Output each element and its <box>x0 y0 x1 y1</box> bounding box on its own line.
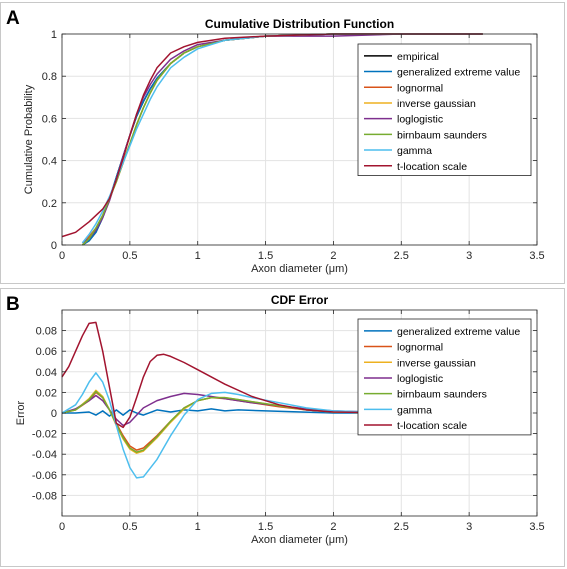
err-y-axis-label: Error <box>15 400 27 425</box>
cdf-legend-label-lognormal: lognormal <box>397 82 443 94</box>
err-ytick-label-6: 0.04 <box>36 367 57 379</box>
err-ytick-label-7: 0.06 <box>36 346 57 358</box>
cdf-legend-label-t-location-scale: t-location scale <box>397 161 467 173</box>
err-ytick-label-2: -0.04 <box>32 449 57 461</box>
cdf-legend-label-birnbaum-saunders: birnbaum saunders <box>397 129 487 141</box>
cdf-ytick-label-0: 0 <box>51 240 57 252</box>
cdf-legend-label-loglogistic: loglogistic <box>397 114 443 126</box>
err-series-line-t-location-scale <box>61 321 483 429</box>
err-legend-label-loglogistic: loglogistic <box>397 373 443 385</box>
cdf-axes-box <box>61 33 538 246</box>
err-chart-title: CDF Error <box>271 293 329 307</box>
cdf-ytick-label-3: 0.6 <box>42 113 57 125</box>
cdf-xtick-label-3: 1.5 <box>258 250 273 262</box>
panel-b-letter: B <box>6 294 20 315</box>
cdf-legend-label-generalized-extreme-value: generalized extreme value <box>397 67 520 79</box>
cdf-chart-title: Cumulative Distribution Function <box>205 17 394 31</box>
cdf-legend-label-inverse-gaussian: inverse gaussian <box>397 98 476 110</box>
cdf-ytick-label-1: 0.2 <box>42 198 57 210</box>
err-xtick-label-2: 1 <box>195 521 201 533</box>
cdf-xtick-label-5: 2.5 <box>394 250 409 262</box>
cdf-ytick-label-4: 0.8 <box>42 71 57 83</box>
err-xtick-label-6: 3 <box>466 521 472 533</box>
cdf-xtick-label-0: 0 <box>59 250 65 262</box>
err-legend-label-gamma: gamma <box>397 404 432 416</box>
err-ytick-label-3: -0.02 <box>32 429 57 441</box>
cdf-y-axis-label: Cumulative Probability <box>23 84 35 194</box>
cdf-xtick-label-4: 2 <box>330 250 336 262</box>
cdf-legend-label-empirical: empirical <box>397 51 439 63</box>
err-legend-label-birnbaum-saunders: birnbaum saunders <box>397 389 487 401</box>
err-ytick-label-1: -0.06 <box>32 470 57 482</box>
cdf-chart: 0 0.5 1 1.5 2 2.5 3 3.5 0 0.2 0.4 0.6 0.8 1 Cumulative… <box>23 17 545 275</box>
err-series-line-birnbaum-saunders <box>61 390 483 453</box>
err-xtick-label-4: 2 <box>330 521 336 533</box>
cdf-xtick-label-6: 3 <box>466 250 472 262</box>
cdf-ytick-label-2: 0.4 <box>42 156 57 168</box>
err-legend-label-generalized-extreme-value: generalized extreme value <box>397 326 520 338</box>
cdf-legend-label-gamma: gamma <box>397 145 432 157</box>
cdf-error-chart: 0 0.5 1 1.5 2 2.5 3 3.5 -0.08 -0.06 -0.04 -0.02 0 0.0… <box>15 293 545 546</box>
err-xtick-label-1: 0.5 <box>122 521 137 533</box>
err-series-line-generalized-extreme-value <box>62 408 483 417</box>
cdf-legend-box <box>357 43 532 177</box>
err-legend-box <box>357 318 532 436</box>
err-ytick-label-0: -0.08 <box>32 490 57 502</box>
err-xtick-label-5: 2.5 <box>394 521 409 533</box>
err-series-line-gamma <box>61 372 483 479</box>
cdf-series-line-t-location-scale <box>61 33 483 238</box>
cdf-ytick-label-5: 1 <box>51 29 57 41</box>
err-xtick-label-3: 1.5 <box>258 521 273 533</box>
cdf-x-axis-label: Axon diameter (μm) <box>251 263 348 275</box>
err-ytick-label-4: 0 <box>51 408 57 420</box>
err-xtick-label-0: 0 <box>59 521 65 533</box>
err-legend-label-t-location-scale: t-location scale <box>397 420 467 432</box>
err-ytick-label-8: 0.08 <box>36 326 57 338</box>
cdf-xtick-label-1: 0.5 <box>122 250 137 262</box>
cdf-xtick-label-2: 1 <box>195 250 201 262</box>
err-legend-label-lognormal: lognormal <box>397 342 443 354</box>
err-x-axis-label: Axon diameter (μm) <box>251 534 348 546</box>
cdf-xtick-label-7: 3.5 <box>529 250 544 262</box>
err-ytick-label-5: 0.02 <box>36 387 57 399</box>
err-xtick-label-7: 3.5 <box>529 521 544 533</box>
panel-a-letter: A <box>6 8 20 29</box>
err-legend-label-inverse-gaussian: inverse gaussian <box>397 357 476 369</box>
